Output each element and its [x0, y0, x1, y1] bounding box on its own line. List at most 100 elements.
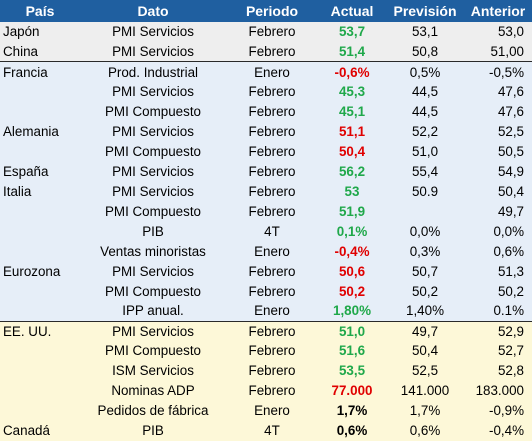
cell-dato: Pedidos de fábrica: [80, 400, 226, 421]
header-periodo: Periodo: [226, 0, 318, 22]
cell-anterior: 47,6: [464, 101, 532, 122]
cell-periodo: Febrero: [226, 41, 318, 62]
header-dato: Dato: [80, 0, 226, 22]
cell-periodo: Febrero: [226, 320, 318, 341]
table-row: Nominas ADP Febrero 77.000 141.000 183.000: [0, 380, 532, 401]
table-body: Japón PMI Servicios Febrero 53,7 53,1 53,0 Chi…: [0, 22, 532, 441]
cell-anterior: 52,7: [464, 341, 532, 361]
cell-prevision: 0,0%: [386, 221, 464, 242]
cell-pais: Canadá: [0, 420, 80, 441]
table-row: Japón PMI Servicios Febrero 53,7 53,1 53,0: [0, 22, 532, 42]
cell-actual: 50,2: [318, 281, 386, 302]
cell-actual: 51,4: [318, 41, 386, 62]
cell-dato: PMI Servicios: [80, 181, 226, 202]
cell-anterior: 51,00: [464, 41, 532, 62]
cell-dato: IPP anual.: [80, 301, 226, 322]
cell-anterior: 49,7: [464, 201, 532, 222]
table-row: PMI Compuesto Febrero 50,2 50,2 50,2: [0, 281, 532, 302]
cell-pais: [0, 81, 80, 102]
cell-prevision: 49,7: [386, 320, 464, 341]
cell-actual: 51,6: [318, 341, 386, 361]
cell-periodo: Febrero: [226, 181, 318, 202]
cell-pais: Japón: [0, 22, 80, 42]
cell-anterior: 50,5: [464, 141, 532, 162]
cell-anterior: 50,2: [464, 281, 532, 302]
table-row: Ventas minoristas Enero -0,4% 0,3% 0,6%: [0, 241, 532, 262]
cell-periodo: Febrero: [226, 121, 318, 142]
table-row: PMI Servicios Febrero 45,3 44,5 47,6: [0, 81, 532, 102]
cell-pais: Francia: [0, 61, 80, 82]
cell-dato: Prod. Industrial: [80, 61, 226, 82]
cell-actual: -0,6%: [318, 61, 386, 82]
cell-pais: [0, 341, 80, 361]
cell-periodo: Febrero: [226, 341, 318, 361]
cell-dato: PMI Compuesto: [80, 201, 226, 222]
cell-prevision: 52,2: [386, 121, 464, 142]
table-row: PMI Compuesto Febrero 51,9 49,7: [0, 201, 532, 222]
cell-periodo: Enero: [226, 400, 318, 421]
cell-dato: ISM Servicios: [80, 360, 226, 381]
cell-dato: PMI Servicios: [80, 261, 226, 282]
table-row: Canadá PIB 4T 0,6% 0,6% -0,4%: [0, 420, 532, 441]
cell-dato: PMI Servicios: [80, 320, 226, 341]
cell-dato: PMI Compuesto: [80, 281, 226, 302]
cell-prevision: 141.000: [386, 380, 464, 401]
cell-actual: 56,2: [318, 161, 386, 182]
cell-dato: PIB: [80, 420, 226, 441]
table-row: Alemania PMI Servicios Febrero 51,1 52,2 52,5: [0, 121, 532, 142]
cell-prevision: [386, 201, 464, 222]
header-row: País Dato Periodo Actual Previsión Anter…: [0, 0, 532, 22]
header-anterior: Anterior: [464, 0, 532, 22]
cell-dato: PMI Servicios: [80, 81, 226, 102]
cell-pais: Italia: [0, 181, 80, 202]
cell-pais: Alemania: [0, 121, 80, 142]
table-row: PMI Compuesto Febrero 45,1 44,5 47,6: [0, 101, 532, 122]
cell-dato: Nominas ADP: [80, 380, 226, 401]
cell-anterior: 53,0: [464, 22, 532, 42]
cell-dato: PMI Servicios: [80, 121, 226, 142]
cell-actual: 50,4: [318, 141, 386, 162]
cell-anterior: 52,5: [464, 121, 532, 142]
cell-actual: 53,5: [318, 360, 386, 381]
cell-anterior: 0.1%: [464, 301, 532, 322]
cell-anterior: -0,4%: [464, 420, 532, 441]
cell-prevision: 52,5: [386, 360, 464, 381]
cell-periodo: 4T: [226, 221, 318, 242]
header-pais: País: [0, 0, 80, 22]
cell-prevision: 50,2: [386, 281, 464, 302]
cell-actual: 53,7: [318, 22, 386, 42]
cell-pais: [0, 241, 80, 262]
cell-dato: Ventas minoristas: [80, 241, 226, 262]
cell-prevision: 0,6%: [386, 420, 464, 441]
cell-anterior: 54,9: [464, 161, 532, 182]
cell-prevision: 50,8: [386, 41, 464, 62]
table-row: ISM Servicios Febrero 53,5 52,5 52,8: [0, 360, 532, 381]
cell-prevision: 1,40%: [386, 301, 464, 322]
cell-actual: 45,3: [318, 81, 386, 102]
cell-periodo: Enero: [226, 301, 318, 322]
table-row: Eurozona PMI Servicios Febrero 50,6 50,7 51,3: [0, 261, 532, 282]
table-row: IPP anual. Enero 1,80% 1,40% 0.1%: [0, 301, 532, 322]
cell-periodo: Febrero: [226, 201, 318, 222]
cell-anterior: 47,6: [464, 81, 532, 102]
cell-actual: 77.000: [318, 380, 386, 401]
cell-prevision: 44,5: [386, 101, 464, 122]
cell-dato: PIB: [80, 221, 226, 242]
cell-periodo: Febrero: [226, 380, 318, 401]
table-row: España PMI Servicios Febrero 56,2 55,4 54,9: [0, 161, 532, 182]
cell-dato: PMI Compuesto: [80, 141, 226, 162]
cell-prevision: 50.9: [386, 181, 464, 202]
cell-pais: [0, 360, 80, 381]
cell-prevision: 0,3%: [386, 241, 464, 262]
table-row: Italia PMI Servicios Febrero 53 50.9 50,4: [0, 181, 532, 202]
cell-pais: [0, 201, 80, 222]
cell-anterior: 52,9: [464, 320, 532, 341]
cell-anterior: 51,3: [464, 261, 532, 282]
cell-actual: 45,1: [318, 101, 386, 122]
cell-prevision: 53,1: [386, 22, 464, 42]
cell-anterior: 0,0%: [464, 221, 532, 242]
table-row: China PMI Servicios Febrero 51,4 50,8 51,00: [0, 41, 532, 62]
header-prevision: Previsión: [386, 0, 464, 22]
cell-pais: [0, 221, 80, 242]
